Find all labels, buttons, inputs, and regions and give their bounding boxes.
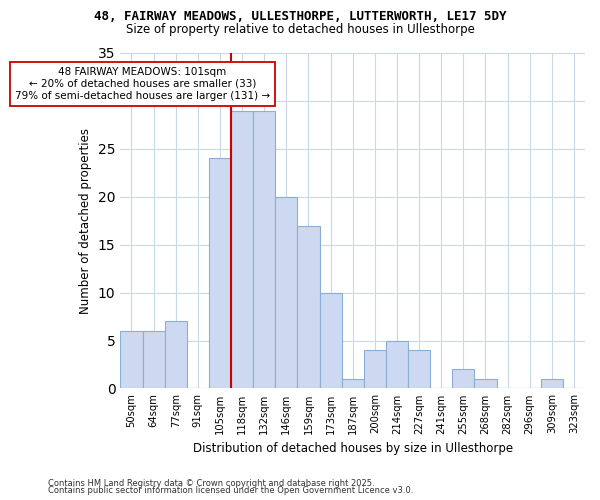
Text: 48, FAIRWAY MEADOWS, ULLESTHORPE, LUTTERWORTH, LE17 5DY: 48, FAIRWAY MEADOWS, ULLESTHORPE, LUTTER… — [94, 10, 506, 23]
X-axis label: Distribution of detached houses by size in Ullesthorpe: Distribution of detached houses by size … — [193, 442, 513, 455]
Text: Contains HM Land Registry data © Crown copyright and database right 2025.: Contains HM Land Registry data © Crown c… — [48, 478, 374, 488]
Bar — [408, 350, 430, 389]
Bar — [298, 226, 320, 388]
Bar — [364, 350, 386, 389]
Text: 48 FAIRWAY MEADOWS: 101sqm
← 20% of detached houses are smaller (33)
79% of semi: 48 FAIRWAY MEADOWS: 101sqm ← 20% of deta… — [15, 68, 270, 100]
Bar — [275, 197, 298, 388]
Text: Size of property relative to detached houses in Ullesthorpe: Size of property relative to detached ho… — [125, 22, 475, 36]
Bar — [452, 370, 475, 388]
Bar — [164, 322, 187, 388]
Bar — [541, 379, 563, 388]
Bar — [143, 331, 164, 388]
Bar — [209, 158, 231, 388]
Bar — [320, 292, 341, 388]
Bar — [475, 379, 497, 388]
Text: Contains public sector information licensed under the Open Government Licence v3: Contains public sector information licen… — [48, 486, 413, 495]
Y-axis label: Number of detached properties: Number of detached properties — [79, 128, 92, 314]
Bar — [341, 379, 364, 388]
Bar — [231, 110, 253, 388]
Bar — [121, 331, 143, 388]
Bar — [386, 340, 408, 388]
Bar — [253, 110, 275, 388]
